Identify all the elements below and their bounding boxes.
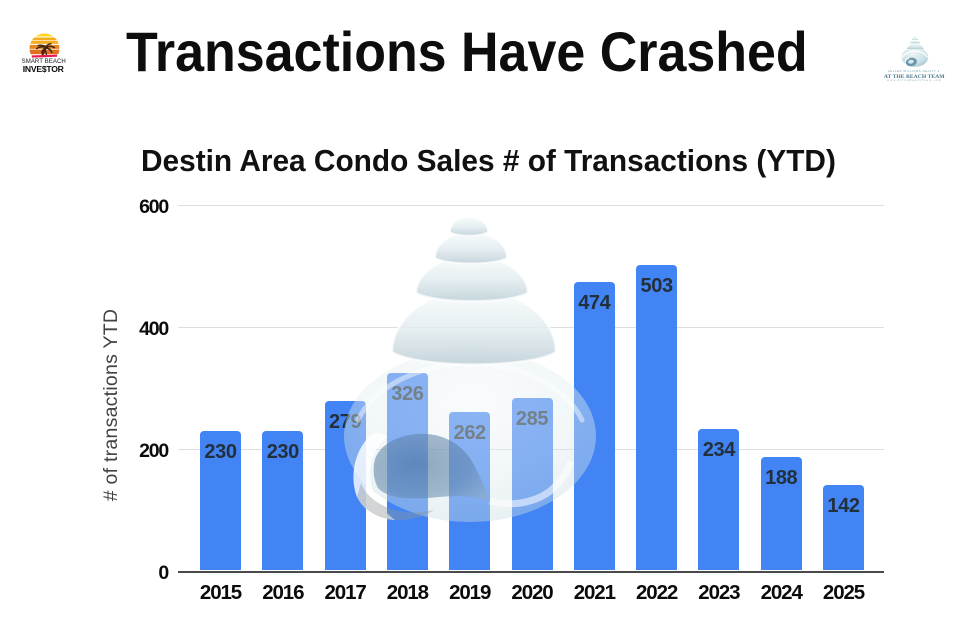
svg-text:INVE$TOR: INVE$TOR: [23, 64, 65, 74]
svg-text:www.AtTheBeachTeam.com: www.AtTheBeachTeam.com: [887, 78, 942, 82]
svg-text:KELLER WILLIAMS REALTY ♦: KELLER WILLIAMS REALTY ♦: [888, 69, 940, 73]
svg-text:AT THE BEACH TEAM: AT THE BEACH TEAM: [884, 74, 945, 80]
svg-text:SMART BEACH: SMART BEACH: [22, 58, 66, 65]
